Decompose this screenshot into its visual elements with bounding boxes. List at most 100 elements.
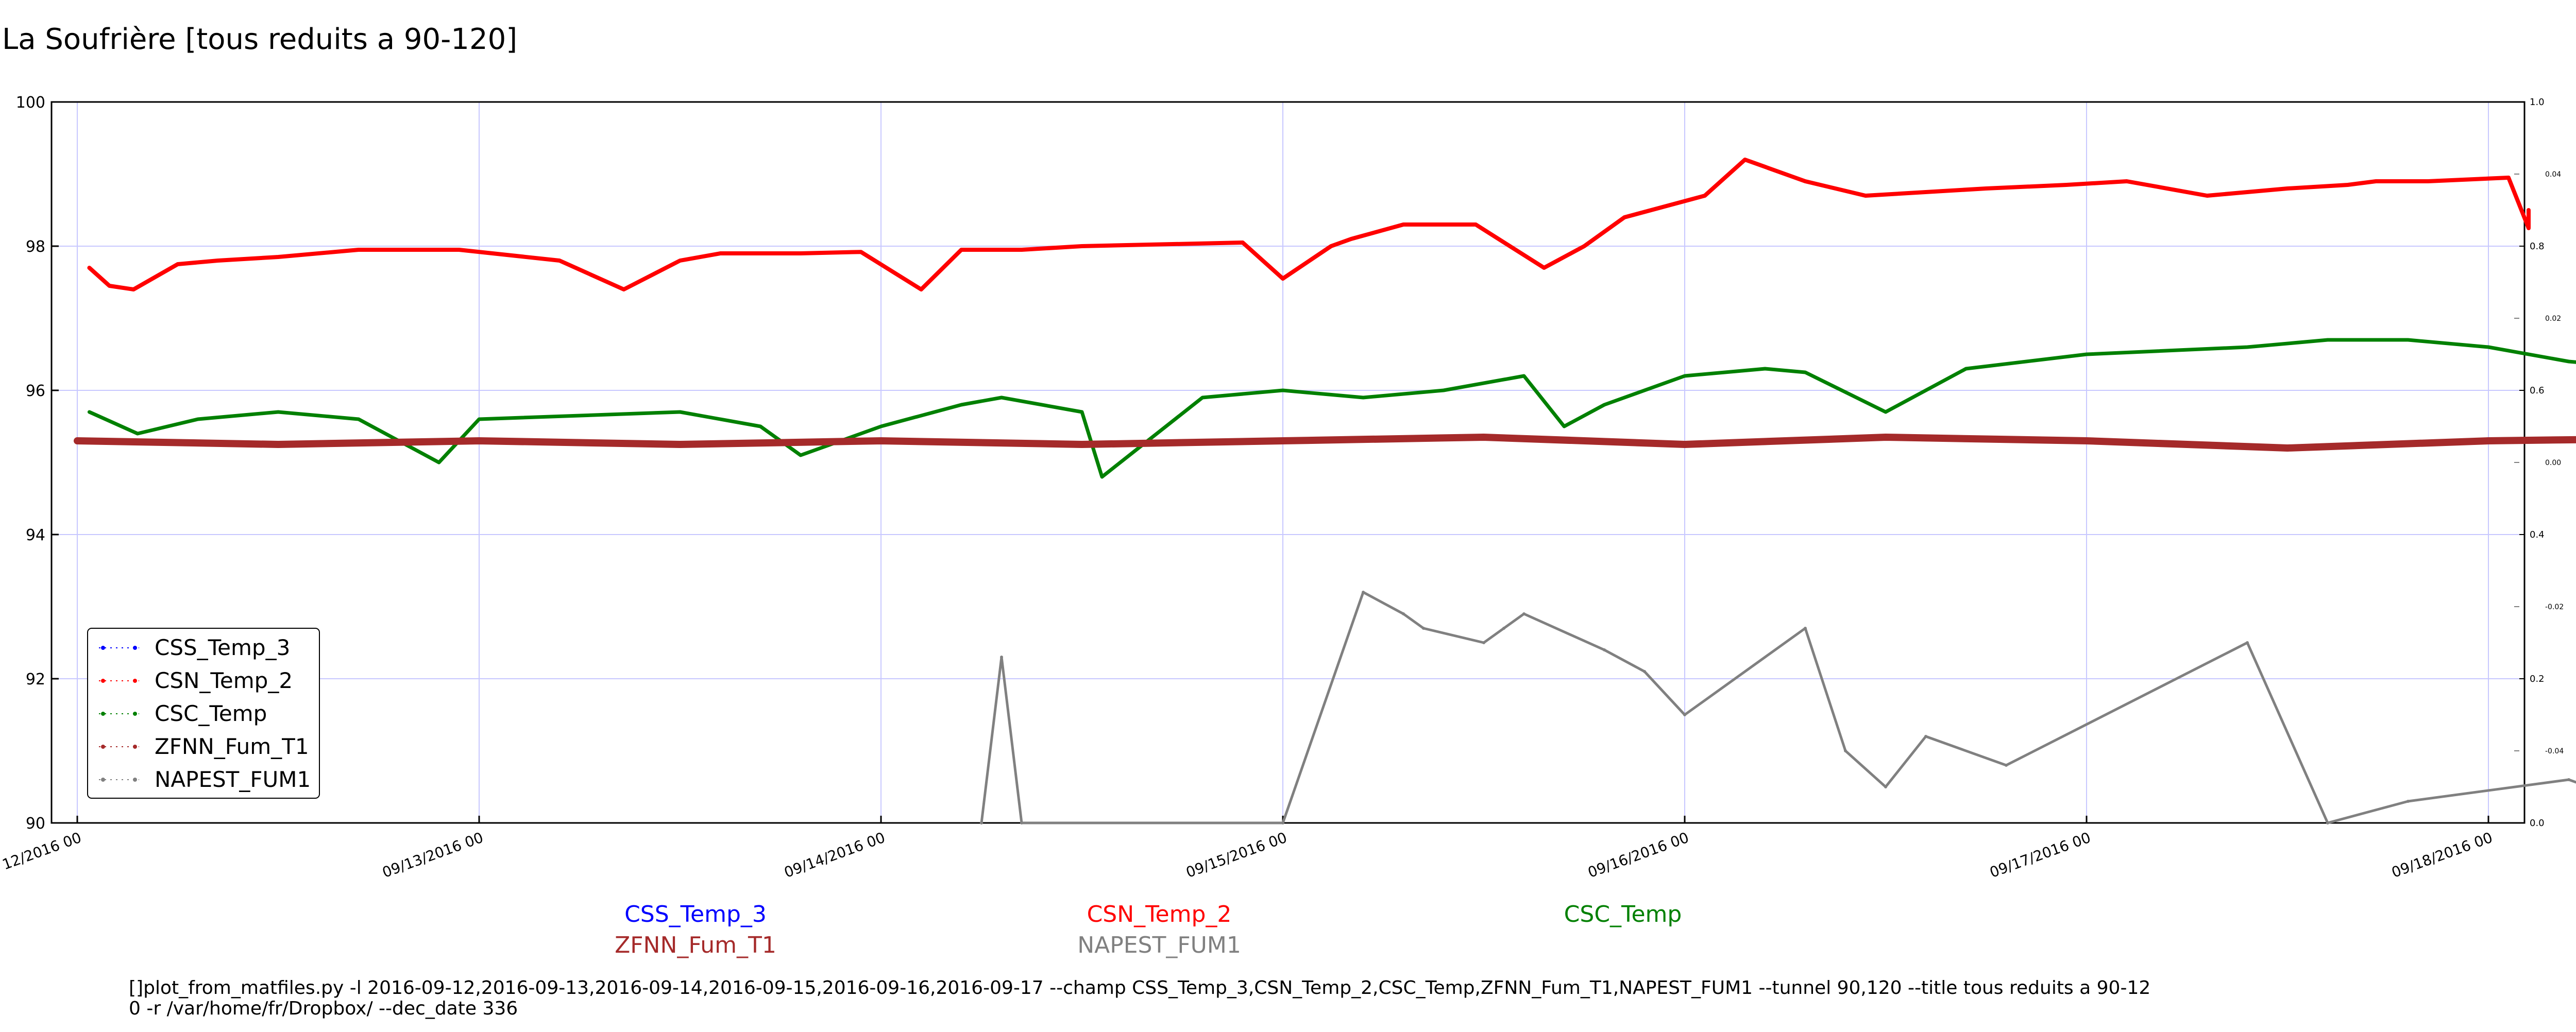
- data-point-napest-fum1: [1643, 670, 1646, 673]
- legend: CSS_Temp_3 CSN_Temp_2 CSC_Temp ZFNN_Fum_T1 N…: [87, 628, 320, 799]
- data-point-csc-temp: [1362, 396, 1365, 399]
- data-point-napest-fum1: [2246, 641, 2249, 644]
- y-tick-label: 96: [26, 382, 45, 400]
- x-tick-label: 09/18/2016 00: [2389, 829, 2495, 881]
- data-point-csc-temp: [1522, 374, 1526, 377]
- x-tick-label: 09/16/2016 00: [1586, 829, 1691, 881]
- data-point-csn-temp-2: [1402, 223, 1405, 226]
- right-inner-tick-label: 0.00: [2545, 459, 2561, 467]
- y-tick-label: 90: [26, 815, 45, 833]
- data-point-csn-temp-2: [2065, 183, 2068, 186]
- data-point-csc-temp: [1804, 371, 1807, 374]
- data-point-csn-temp-2: [719, 252, 722, 255]
- data-point-csn-temp-2: [1864, 194, 1867, 197]
- y-tick-label: 100: [16, 94, 45, 112]
- series-line-napest-fum1: [980, 591, 2576, 824]
- series-line-csn-temp-2: [87, 158, 2531, 291]
- data-point-csn-temp-2: [960, 248, 963, 251]
- right-tick-label: 0.6: [2530, 385, 2545, 396]
- data-point-csc-temp: [679, 410, 682, 414]
- data-point-csc-temp: [88, 410, 91, 414]
- data-point-csn-temp-2: [1349, 237, 1353, 240]
- data-point-napest-fum1: [1402, 612, 1405, 615]
- data-point-csn-temp-2: [457, 248, 461, 251]
- data-point-csn-temp-2: [2374, 180, 2378, 183]
- data-point-csn-temp-2: [277, 255, 280, 259]
- data-point-csc-temp: [1603, 403, 1606, 406]
- data-point-csn-temp-2: [558, 259, 561, 262]
- legend-label: CSS_Temp_3: [155, 635, 290, 660]
- data-point-csn-temp-2: [1080, 245, 1083, 248]
- x-tick-label: 12/2016 00: [0, 829, 83, 873]
- data-point-csc-temp: [357, 418, 360, 421]
- y-tick-label: 98: [26, 238, 45, 256]
- data-point-csc-temp: [1000, 396, 1003, 399]
- data-point-csn-temp-2: [176, 263, 179, 266]
- data-point-zfnn-fum-t1: [2286, 446, 2289, 450]
- legend-label: NAPEST_FUM1: [155, 767, 311, 792]
- bottom-legend-label: CSS_Temp_3: [624, 901, 767, 927]
- series-line-csc-temp: [87, 338, 2576, 479]
- legend-marker: [133, 646, 137, 650]
- right-tick-label: 1.0: [2530, 97, 2545, 108]
- data-point-napest-fum1: [1502, 627, 1505, 630]
- data-point-napest-fum1: [2326, 821, 2329, 824]
- data-point-zfnn-fum-t1: [1080, 443, 1083, 446]
- data-point-napest-fum1: [1603, 648, 1606, 651]
- data-point-csn-temp-2: [1703, 194, 1706, 197]
- right-tick-label: 0.2: [2530, 674, 2545, 684]
- data-point-zfnn-fum-t1: [1281, 439, 1284, 442]
- bottom-legend: CSS_Temp_3 CSN_Temp_2 CSC_Temp ZFNN_Fum_T1 N…: [615, 901, 1682, 958]
- bottom-legend-label: CSN_Temp_2: [1087, 901, 1232, 927]
- data-point-csc-temp: [2326, 338, 2329, 341]
- data-point-csn-temp-2: [1743, 158, 1747, 161]
- data-point-napest-fum1: [2406, 800, 2410, 803]
- data-point-csn-temp-2: [2286, 187, 2289, 190]
- data-point-csn-temp-2: [1623, 216, 1626, 219]
- data-point-csc-temp: [1683, 374, 1686, 377]
- data-point-csn-temp-2: [920, 288, 923, 291]
- data-point-csc-temp: [2406, 338, 2410, 341]
- bottom-legend-label: CSC_Temp: [1564, 901, 1682, 927]
- data-point-napest-fum1: [1362, 591, 1365, 594]
- y-tick-label: 94: [26, 526, 45, 544]
- data-point-csn-temp-2: [1804, 180, 1807, 183]
- data-point-csc-temp: [1764, 367, 1767, 370]
- legend-marker: [101, 745, 105, 749]
- axes-frame: [50, 101, 2526, 824]
- data-point-zfnn-fum-t1: [277, 443, 280, 446]
- legend-marker: [133, 778, 137, 782]
- legend-marker: [101, 646, 105, 650]
- legend-label: ZFNN_Fum_T1: [155, 734, 309, 759]
- x-tick-label: 09/13/2016 00: [380, 829, 486, 881]
- data-point-csn-temp-2: [108, 284, 111, 287]
- data-point-csn-temp-2: [2125, 180, 2128, 183]
- data-point-napest-fum1: [2567, 778, 2570, 781]
- data-point-csn-temp-2: [1985, 187, 1988, 190]
- data-point-csn-temp-2: [132, 288, 135, 291]
- data-point-csn-temp-2: [216, 259, 219, 262]
- data-point-csn-temp-2: [2346, 183, 2349, 186]
- data-point-csn-temp-2: [1020, 248, 1023, 251]
- data-point-csc-temp: [1100, 475, 1104, 478]
- data-point-csc-temp: [1964, 367, 1968, 370]
- data-point-zfnn-fum-t1: [1884, 436, 1887, 439]
- data-point-csn-temp-2: [2507, 176, 2510, 179]
- legend-marker: [101, 712, 105, 716]
- right-inner-tick-label: 0.02: [2545, 315, 2561, 323]
- command-line-1: []plot_from_matfiles.py -l 2016-09-12,20…: [129, 977, 2150, 999]
- data-point-csc-temp: [136, 432, 139, 435]
- data-point-csn-temp-2: [1329, 245, 1333, 248]
- data-point-napest-fum1: [1804, 627, 1807, 630]
- data-point-csc-temp: [2567, 360, 2570, 363]
- legend-marker: [133, 712, 137, 716]
- data-point-csn-temp-2: [2527, 209, 2530, 212]
- data-point-zfnn-fum-t1: [2085, 439, 2088, 442]
- data-point-csc-temp: [1281, 389, 1284, 392]
- bottom-legend-label: ZFNN_Fum_T1: [615, 932, 776, 958]
- right-inner-tick-label: 0.04: [2545, 170, 2561, 179]
- data-point-napest-fum1: [1844, 749, 1847, 752]
- data-point-zfnn-fum-t1: [76, 439, 79, 442]
- data-point-csn-temp-2: [859, 250, 862, 254]
